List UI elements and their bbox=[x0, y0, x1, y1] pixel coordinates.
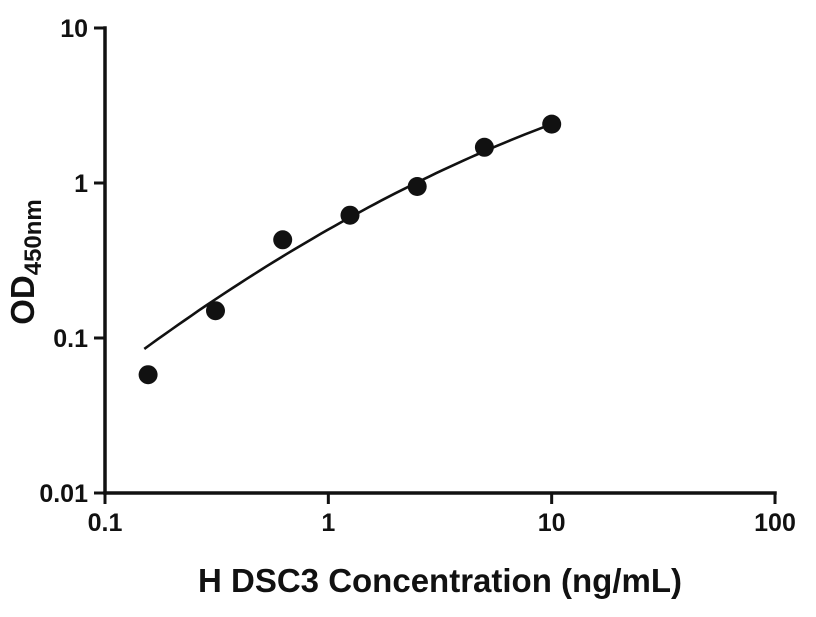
fit-curve bbox=[143, 122, 553, 350]
y-tick-label: 0.1 bbox=[53, 325, 88, 353]
y-tick-label: 1 bbox=[74, 170, 88, 198]
y-tick-label: 10 bbox=[60, 15, 88, 43]
data-point bbox=[340, 205, 360, 225]
x-axis-title: H DSC3 Concentration (ng/mL) bbox=[198, 562, 682, 599]
data-point bbox=[138, 365, 158, 385]
x-tick-label: 1 bbox=[321, 509, 335, 537]
x-tick-label: 100 bbox=[754, 509, 796, 537]
data-point bbox=[407, 177, 427, 196]
y-axis-title-main: OD bbox=[4, 275, 41, 325]
x-tick-label: 0.1 bbox=[88, 509, 123, 537]
y-axis-title: OD450nm bbox=[4, 199, 47, 325]
x-tick-label: 10 bbox=[538, 509, 566, 537]
y-tick-label: 0.01 bbox=[39, 480, 88, 508]
data-point bbox=[474, 137, 494, 157]
data-point bbox=[206, 301, 225, 321]
data-point bbox=[542, 114, 562, 134]
y-axis-title-subscript: 450nm bbox=[20, 199, 47, 275]
data-point bbox=[273, 230, 293, 250]
